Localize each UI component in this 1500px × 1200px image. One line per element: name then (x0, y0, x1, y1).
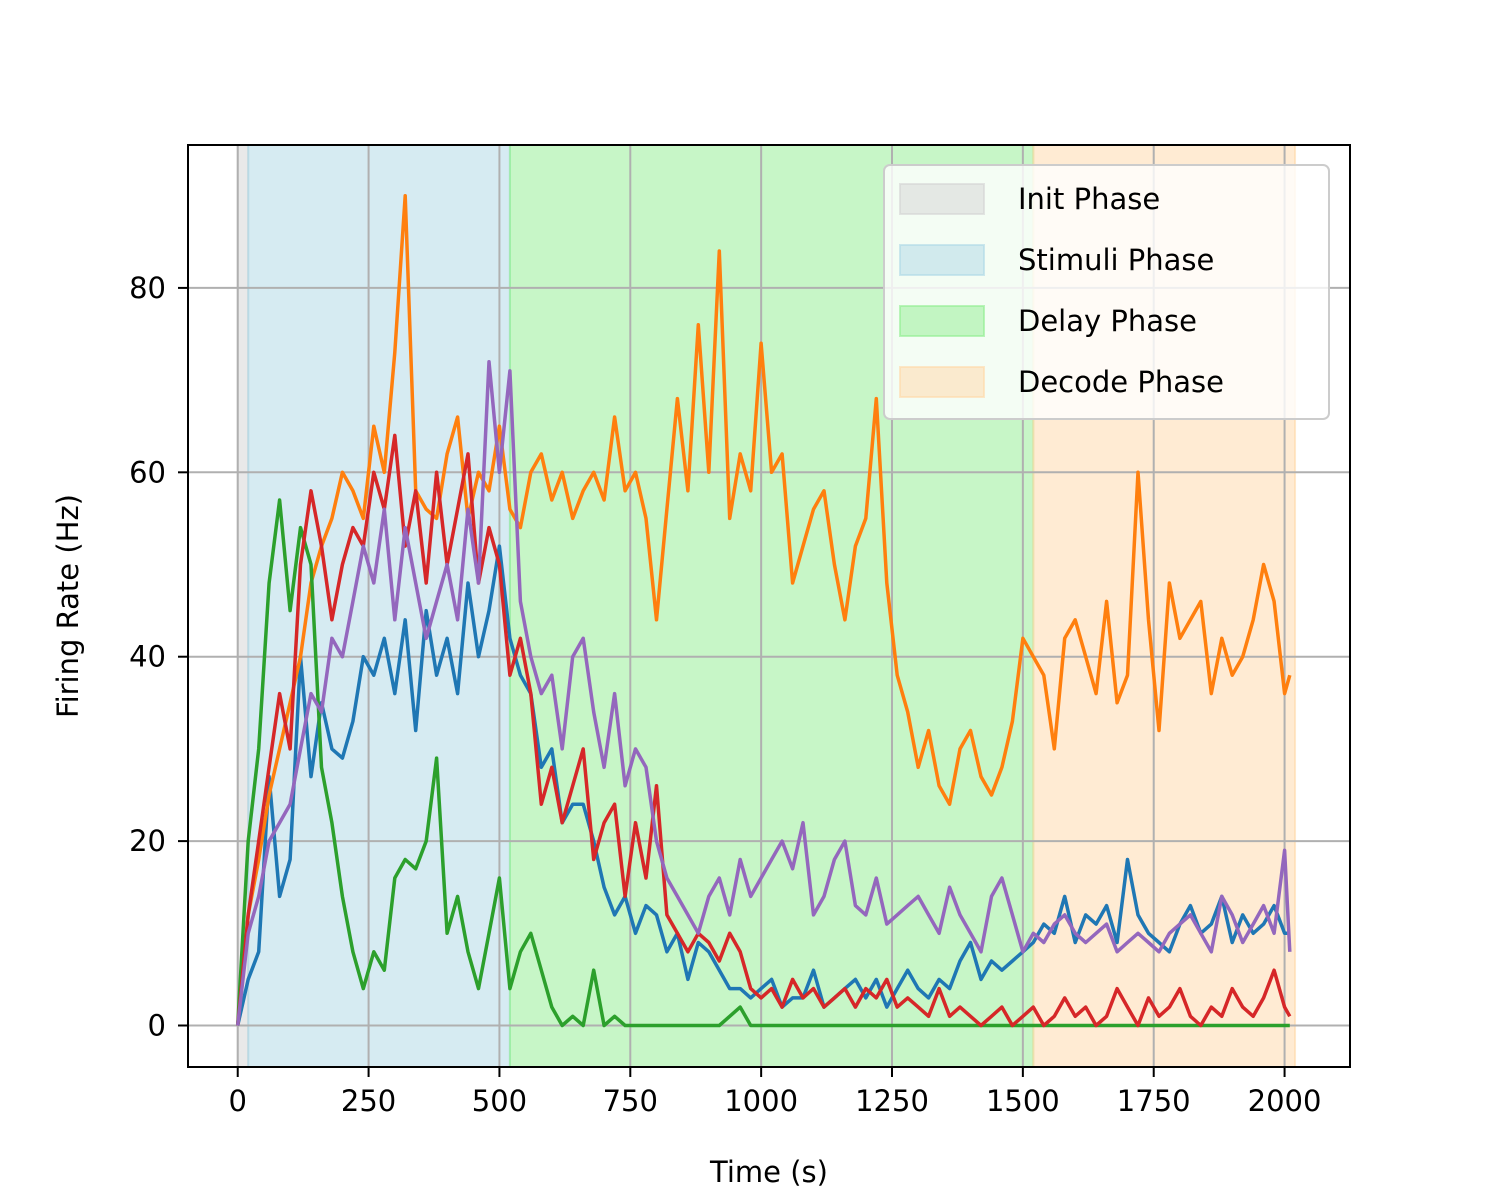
legend-label-2: Stimuli Phase (1018, 243, 1214, 277)
x-tick-label: 1250 (855, 1084, 929, 1118)
legend: Init Phase Stimuli Phase Delay Phase Decode… (883, 164, 1330, 420)
series-line-2 (235, 193, 1292, 1026)
series-line-3 (235, 498, 1290, 1028)
legend-swatch-1 (899, 183, 985, 215)
x-tick-label: 1000 (724, 1084, 798, 1118)
legend-label-1: Init Phase (1018, 182, 1160, 216)
y-tick-label: 40 (129, 640, 166, 674)
tick-labels: 0 250 500 750 1000 1250 1500 1750 2000 0 20 40 60 80 (129, 271, 1321, 1118)
y-tick-label: 0 (148, 1009, 166, 1043)
axes (178, 144, 1351, 1077)
x-tick-label: 500 (472, 1084, 527, 1118)
legend-box (883, 164, 1330, 420)
legend-swatch-4 (899, 366, 985, 398)
series-line-1 (235, 544, 1290, 1026)
x-tick-label: 1750 (1117, 1084, 1191, 1118)
x-tick-label: 750 (603, 1084, 658, 1118)
x-tick-label: 2000 (1248, 1084, 1322, 1118)
x-tick-label: 1500 (986, 1084, 1060, 1118)
y-tick-label: 60 (129, 455, 166, 489)
y-tick-label: 80 (129, 271, 166, 305)
x-axis-label: Time (s) (709, 1155, 828, 1189)
y-tick-label: 20 (129, 824, 166, 858)
x-tick-label: 250 (341, 1084, 396, 1118)
legend-swatch-3 (899, 305, 985, 337)
x-tick-label: 0 (228, 1084, 246, 1118)
series-line-4 (235, 433, 1292, 1028)
plot-frame (187, 144, 1351, 1068)
series-line-5 (235, 359, 1292, 1026)
series-lines (235, 193, 1292, 1028)
y-axis-label: Firing Rate (Hz) (51, 494, 85, 718)
legend-swatch-2 (899, 244, 985, 276)
legend-label-4: Decode Phase (1018, 365, 1224, 399)
legend-label-3: Delay Phase (1018, 304, 1197, 338)
